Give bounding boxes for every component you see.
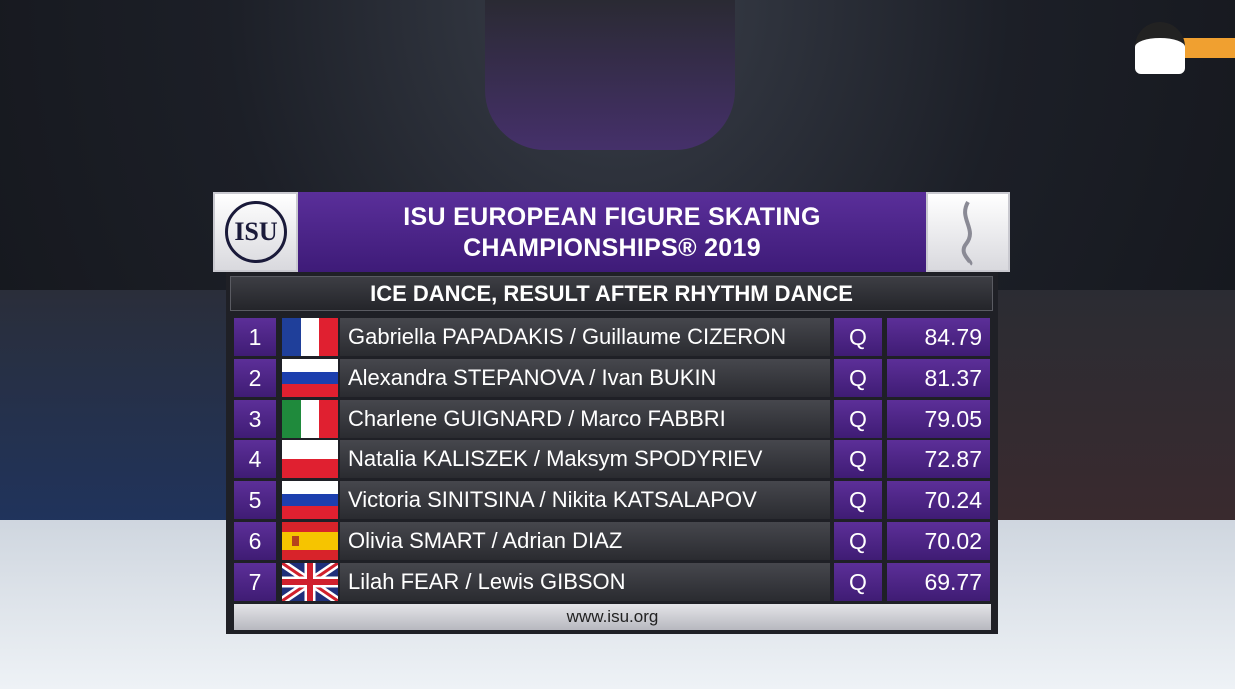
athlete-names: Gabriella PAPADAKIS / Guillaume CIZERON xyxy=(340,318,830,356)
athlete-names: Charlene GUIGNARD / Marco FABBRI xyxy=(340,399,830,438)
rank: 7 xyxy=(234,562,276,601)
watermark xyxy=(1135,22,1235,74)
qualification-status: Q xyxy=(834,562,882,601)
flag xyxy=(282,358,338,397)
flag xyxy=(279,559,341,605)
flag-art xyxy=(282,440,338,479)
rank: 1 xyxy=(234,318,276,356)
qualification-status: Q xyxy=(834,399,882,438)
flag xyxy=(282,440,338,479)
flag xyxy=(282,318,338,356)
isu-logo: ISU xyxy=(225,201,287,263)
rank: 4 xyxy=(234,440,276,479)
score: 70.02 xyxy=(887,522,990,560)
athlete-names: Lilah FEAR / Lewis GIBSON xyxy=(340,562,830,601)
qualification-status: Q xyxy=(834,318,882,356)
score: 84.79 xyxy=(887,318,990,356)
event-logo-box xyxy=(926,192,1010,272)
flag-art xyxy=(279,559,341,605)
stands xyxy=(995,290,1235,530)
qualification-status: Q xyxy=(834,440,882,479)
flag xyxy=(282,522,338,560)
score: 81.37 xyxy=(887,358,990,397)
flag-art xyxy=(282,522,338,560)
score: 72.87 xyxy=(887,440,990,479)
rank: 5 xyxy=(234,481,276,520)
rank: 3 xyxy=(234,399,276,438)
footer: www.isu.org xyxy=(234,604,991,630)
flag-art xyxy=(282,399,338,438)
rank: 6 xyxy=(234,522,276,560)
subtitle: ICE DANCE, RESULT AFTER RHYTHM DANCE xyxy=(230,276,993,311)
qualification-status: Q xyxy=(834,481,882,520)
flag-art xyxy=(282,481,338,520)
score: 79.05 xyxy=(887,399,990,438)
rank: 2 xyxy=(234,358,276,397)
logo-box: ISU xyxy=(213,192,298,272)
event-logo xyxy=(961,200,973,266)
athlete-names: Alexandra STEPANOVA / Ivan BUKIN xyxy=(340,358,830,397)
flag-art xyxy=(282,318,338,356)
title-line: ISU EUROPEAN FIGURE SKATING xyxy=(403,203,821,231)
flag xyxy=(282,399,338,438)
qualification-status: Q xyxy=(834,522,882,560)
scoreboard xyxy=(485,0,735,150)
qualification-status: Q xyxy=(834,358,882,397)
score: 70.24 xyxy=(887,481,990,520)
score: 69.77 xyxy=(887,562,990,601)
athlete-names: Natalia KALISZEK / Maksym SPODYRIEV xyxy=(340,440,830,479)
athlete-names: Olivia SMART / Adrian DIAZ xyxy=(340,522,830,560)
flag xyxy=(282,481,338,520)
flag-art xyxy=(282,358,338,397)
title-line: CHAMPIONSHIPS® 2019 xyxy=(463,234,761,262)
athlete-names: Victoria SINITSINA / Nikita KATSALAPOV xyxy=(340,481,830,520)
title: ISU EUROPEAN FIGURE SKATING CHAMPIONSHIP… xyxy=(298,192,926,272)
